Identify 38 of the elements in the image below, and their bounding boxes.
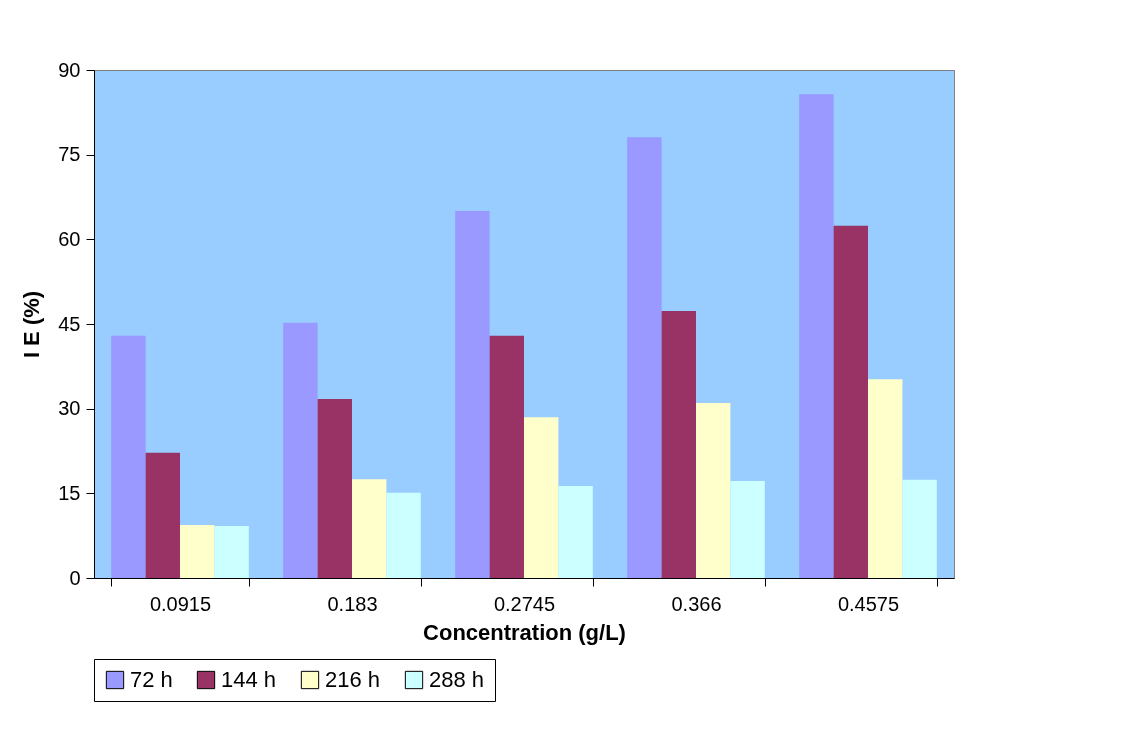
y-tick-label: 60 (58, 227, 81, 250)
bar (902, 479, 937, 578)
bar (730, 480, 765, 578)
x-tick-label: 0.0915 (149, 592, 212, 615)
legend-label: 144 h (221, 667, 277, 692)
bar (455, 211, 490, 578)
bar (524, 417, 559, 578)
bar (111, 335, 146, 578)
bar (352, 479, 387, 578)
x-tick-label: 0.366 (671, 592, 722, 615)
bar (317, 399, 352, 578)
x-tick-label: 0.2745 (493, 592, 556, 615)
x-tick-label: 0.4575 (837, 592, 900, 615)
bar (145, 452, 180, 578)
bar (661, 311, 696, 578)
y-axis-title: I E (%) (19, 290, 45, 359)
legend-label: 288 h (429, 667, 485, 692)
bar (799, 94, 834, 578)
y-tick-label: 75 (58, 143, 81, 166)
y-tick-label: 45 (58, 312, 81, 335)
bar (868, 379, 903, 578)
bar (696, 403, 731, 578)
bar (833, 225, 868, 578)
y-tick-label: 15 (58, 481, 81, 504)
bar (214, 526, 249, 578)
y-tick-label: 30 (58, 397, 81, 420)
bar (558, 486, 593, 578)
bar (283, 322, 318, 578)
bar (386, 492, 421, 578)
y-tick-label: 90 (58, 58, 81, 81)
bar (489, 335, 524, 578)
x-axis-title: Concentration (g/L) (423, 619, 626, 645)
bar (627, 137, 662, 578)
legend-label: 72 h (130, 667, 173, 692)
x-tick-label: 0.183 (327, 592, 378, 615)
y-tick-label: 0 (69, 566, 81, 589)
legend-label: 216 h (325, 667, 381, 692)
bar (180, 524, 215, 578)
